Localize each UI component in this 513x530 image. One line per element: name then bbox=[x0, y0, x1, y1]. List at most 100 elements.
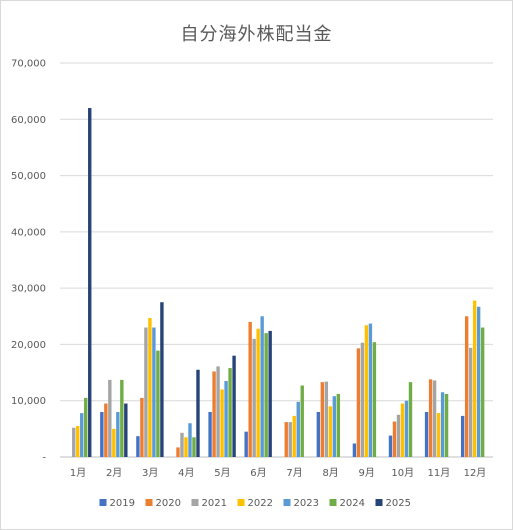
bar bbox=[460, 415, 465, 457]
bar bbox=[100, 411, 104, 457]
bar bbox=[360, 342, 365, 457]
bar bbox=[444, 393, 449, 457]
bar bbox=[400, 403, 405, 457]
x-tick-label: 5月 bbox=[214, 467, 230, 479]
bar bbox=[368, 323, 373, 457]
bar bbox=[476, 306, 481, 457]
bar bbox=[300, 385, 304, 457]
bar bbox=[188, 423, 192, 457]
bar bbox=[288, 422, 292, 457]
bar bbox=[84, 397, 88, 457]
bar bbox=[124, 403, 128, 457]
x-tick-label: 1月 bbox=[70, 467, 86, 479]
legend-swatch bbox=[99, 499, 107, 506]
bar bbox=[144, 327, 148, 457]
legend-label: 2019 bbox=[110, 498, 135, 509]
bar bbox=[112, 428, 116, 457]
legend: 2019 2020 2021 2022 2023 2024 2025 bbox=[99, 498, 411, 509]
legend-swatch bbox=[375, 499, 383, 506]
legend-label: 2024 bbox=[340, 498, 365, 509]
x-tick-label: 6月 bbox=[250, 467, 266, 479]
bar bbox=[260, 316, 264, 457]
x-tick-label: 4月 bbox=[178, 467, 194, 479]
bar bbox=[156, 350, 160, 457]
bar bbox=[316, 411, 321, 457]
x-tick-label: 10月 bbox=[391, 467, 414, 479]
bar bbox=[396, 414, 401, 457]
legend-label: 2021 bbox=[202, 498, 227, 509]
x-tick-label: 3月 bbox=[142, 467, 158, 479]
bar bbox=[352, 443, 357, 457]
bar bbox=[136, 436, 140, 457]
bar bbox=[432, 380, 437, 457]
bar bbox=[428, 379, 433, 457]
y-tick-label: 60,000 bbox=[11, 115, 46, 126]
bar bbox=[216, 366, 220, 457]
bars bbox=[72, 108, 485, 457]
bar bbox=[436, 413, 441, 457]
bar bbox=[468, 347, 473, 457]
legend-swatch bbox=[283, 499, 291, 506]
bar bbox=[152, 327, 156, 457]
x-tick-label: 8月 bbox=[322, 467, 338, 479]
bar bbox=[192, 437, 196, 457]
bar bbox=[464, 316, 469, 457]
bar bbox=[404, 400, 409, 457]
x-tick-label: 7月 bbox=[286, 467, 302, 479]
bar bbox=[120, 379, 124, 457]
bar bbox=[324, 381, 329, 457]
legend-swatch bbox=[237, 499, 245, 506]
bar bbox=[212, 371, 216, 457]
bar bbox=[256, 328, 260, 457]
bar bbox=[104, 403, 108, 457]
bar bbox=[228, 368, 232, 457]
bar bbox=[180, 432, 184, 457]
bar bbox=[332, 396, 337, 457]
y-tick-label: 20,000 bbox=[11, 340, 46, 351]
y-tick-label: - bbox=[42, 453, 46, 464]
bar bbox=[424, 411, 429, 457]
bar bbox=[292, 415, 296, 457]
bar bbox=[88, 108, 92, 457]
legend-label: 2020 bbox=[156, 498, 181, 509]
y-tick-label: 30,000 bbox=[11, 284, 46, 295]
chart-title: 自分海外株配当金 bbox=[180, 24, 333, 45]
bar bbox=[232, 355, 236, 457]
y-axis-ticks: - 10,000 20,000 30,000 40,000 50,000 60,000 70,… bbox=[11, 59, 46, 464]
bar bbox=[392, 421, 397, 457]
bar bbox=[472, 300, 477, 457]
bar bbox=[372, 342, 377, 457]
bar bbox=[328, 406, 333, 457]
bar bbox=[176, 447, 180, 457]
bar bbox=[196, 369, 200, 457]
bar bbox=[356, 348, 361, 457]
bar bbox=[108, 379, 112, 457]
bar bbox=[184, 437, 188, 457]
bar bbox=[160, 302, 164, 457]
bar bbox=[320, 382, 325, 457]
legend-label: 2023 bbox=[294, 498, 319, 509]
bar bbox=[208, 411, 212, 457]
y-tick-label: 10,000 bbox=[11, 396, 46, 407]
x-tick-label: 9月 bbox=[359, 467, 375, 479]
bar bbox=[284, 422, 288, 457]
bar bbox=[148, 317, 152, 457]
x-tick-label: 11月 bbox=[428, 467, 451, 479]
gridlines bbox=[60, 62, 493, 458]
bar bbox=[440, 392, 445, 457]
bar bbox=[252, 338, 256, 457]
bar bbox=[140, 397, 144, 457]
legend-swatch bbox=[329, 499, 337, 506]
bar bbox=[364, 325, 369, 457]
y-tick-label: 40,000 bbox=[11, 227, 46, 238]
bar bbox=[244, 431, 248, 457]
bar bbox=[408, 382, 413, 457]
bar bbox=[224, 381, 228, 457]
legend-label: 2022 bbox=[248, 498, 273, 509]
bar bbox=[80, 413, 84, 457]
y-tick-label: 70,000 bbox=[11, 59, 46, 70]
legend-swatch bbox=[145, 499, 153, 506]
legend-label: 2025 bbox=[386, 498, 411, 509]
bar bbox=[388, 435, 393, 457]
